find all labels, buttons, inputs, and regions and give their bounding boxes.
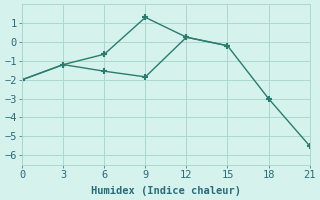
X-axis label: Humidex (Indice chaleur): Humidex (Indice chaleur) bbox=[91, 186, 241, 196]
